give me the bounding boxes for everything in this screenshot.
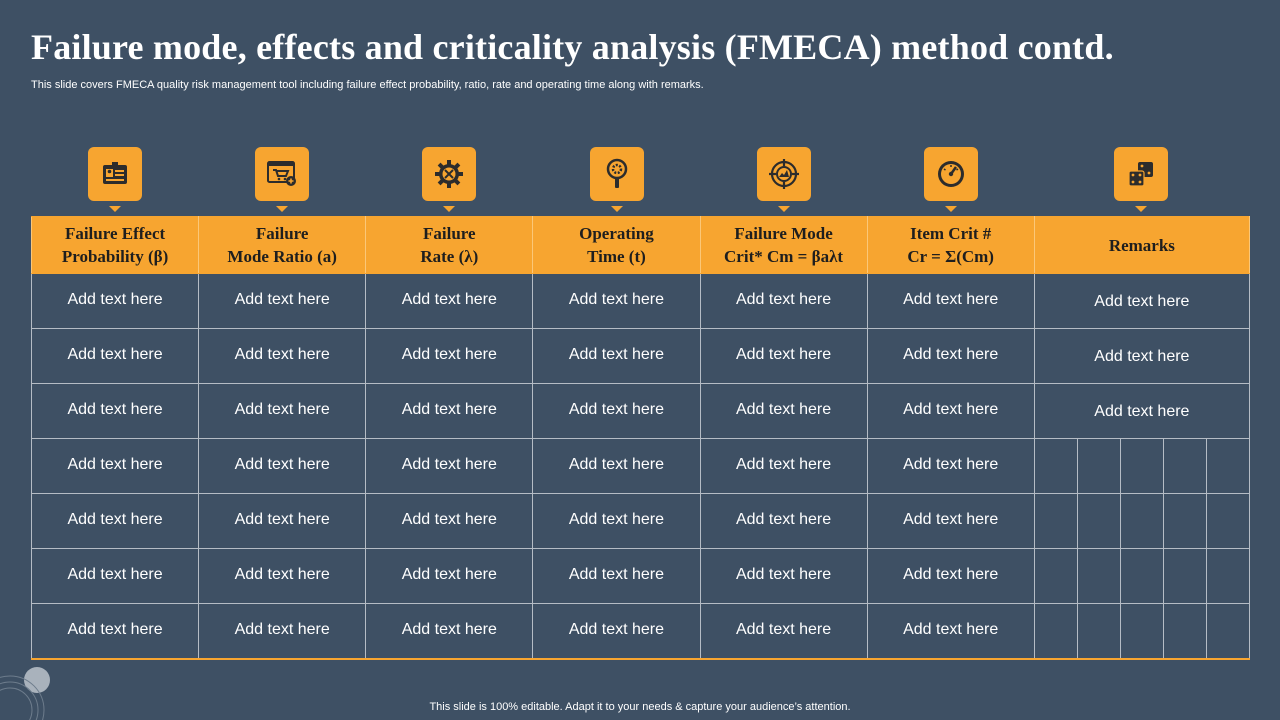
header-item-crit: Item Crit # Cr = Σ(Cm) xyxy=(866,216,1035,274)
table-cell: Add text here xyxy=(365,548,534,604)
table-row: Add text here Add text here Add text her… xyxy=(30,603,1251,660)
remarks-subcell xyxy=(1205,603,1251,660)
table-cell: Add text here xyxy=(699,548,868,604)
table-cell: Add text here xyxy=(699,493,868,549)
table-cell: Add text here xyxy=(365,603,534,660)
table-cell: Add text here xyxy=(198,603,367,660)
remarks-subcell xyxy=(1162,603,1207,660)
magnifier-gear-icon xyxy=(590,147,644,212)
table-cell: Add text here xyxy=(198,383,367,439)
table-row: Add text here Add text here Add text her… xyxy=(30,493,1251,549)
remarks-subcell xyxy=(1076,603,1121,660)
remarks-subcell xyxy=(1119,493,1164,549)
remarks-subcell xyxy=(1205,438,1251,494)
table-row: Add text here Add text here Add text her… xyxy=(30,328,1251,384)
header-failure-effect-probability: Failure Effect Probability (β) xyxy=(30,216,200,274)
table-cell: Add text here xyxy=(30,493,200,549)
page-title: Failure mode, effects and criticality an… xyxy=(31,27,1114,67)
table-cell: Add text here xyxy=(532,548,701,604)
table-cell: Add text here xyxy=(866,328,1035,384)
table-cell: Add text here xyxy=(866,438,1035,494)
target-crosshair-icon xyxy=(757,147,811,212)
remarks-subcell xyxy=(1076,493,1121,549)
remarks-subcell xyxy=(1162,438,1207,494)
remarks-subcell xyxy=(1076,438,1121,494)
table-cell: Add text here xyxy=(30,273,200,329)
remarks-cell: Add text here xyxy=(1033,273,1251,329)
page-subtitle: This slide covers FMECA quality risk man… xyxy=(31,79,704,91)
footer-note: This slide is 100% editable. Adapt it to… xyxy=(429,701,851,713)
remarks-subcell xyxy=(1205,548,1251,604)
table-cell: Add text here xyxy=(866,548,1035,604)
table-row: Add text here Add text here Add text her… xyxy=(30,273,1251,329)
table-cell: Add text here xyxy=(30,438,200,494)
table-cell: Add text here xyxy=(532,273,701,329)
table-cell: Add text here xyxy=(365,328,534,384)
table-row: Add text here Add text here Add text her… xyxy=(30,548,1251,604)
dice-icon xyxy=(1114,147,1168,212)
table-cell: Add text here xyxy=(365,383,534,439)
remarks-subcell xyxy=(1119,548,1164,604)
table-header-row: Failure Effect Probability (β) Failure Mod… xyxy=(30,216,1251,274)
table-row: Add text here Add text here Add text her… xyxy=(30,383,1251,439)
table-cell: Add text here xyxy=(198,273,367,329)
table-cell: Add text here xyxy=(699,273,868,329)
table-cell: Add text here xyxy=(866,383,1035,439)
table-row: Add text here Add text here Add text her… xyxy=(30,438,1251,494)
remarks-subcell xyxy=(1033,603,1078,660)
table-cell: Add text here xyxy=(532,328,701,384)
remarks-subcell xyxy=(1162,548,1207,604)
table-cell: Add text here xyxy=(532,493,701,549)
id-card-icon xyxy=(88,147,142,212)
header-failure-mode-crit: Failure Mode Crit* Cm = βaλt xyxy=(699,216,868,274)
header-operating-time: Operating Time (t) xyxy=(532,216,701,274)
table-cell: Add text here xyxy=(30,328,200,384)
table-cell: Add text here xyxy=(699,328,868,384)
table-cell: Add text here xyxy=(699,383,868,439)
table-cell: Add text here xyxy=(699,603,868,660)
remarks-subcell xyxy=(1119,603,1164,660)
table-cell: Add text here xyxy=(198,328,367,384)
table-cell: Add text here xyxy=(365,493,534,549)
table-cell: Add text here xyxy=(532,603,701,660)
header-remarks: Remarks xyxy=(1033,216,1251,274)
remarks-subcell xyxy=(1076,548,1121,604)
remarks-subcell xyxy=(1119,438,1164,494)
header-failure-rate: Failure Rate (λ) xyxy=(365,216,534,274)
remarks-subcell xyxy=(1205,493,1251,549)
fmeca-table: Failure Effect Probability (β) Failure Mod… xyxy=(30,216,1251,660)
gear-tools-icon xyxy=(422,147,476,212)
table-cell: Add text here xyxy=(365,273,534,329)
table-cell: Add text here xyxy=(365,438,534,494)
cart-screen-icon xyxy=(255,147,309,212)
table-cell: Add text here xyxy=(198,493,367,549)
decorative-circles-icon xyxy=(0,667,50,720)
table-cell: Add text here xyxy=(30,603,200,660)
table-cell: Add text here xyxy=(30,383,200,439)
table-cell: Add text here xyxy=(30,548,200,604)
remarks-cell: Add text here xyxy=(1033,383,1251,439)
remarks-subcell xyxy=(1033,493,1078,549)
table-cell: Add text here xyxy=(198,438,367,494)
remarks-subcell xyxy=(1033,438,1078,494)
table-cell: Add text here xyxy=(866,603,1035,660)
table-cell: Add text here xyxy=(198,548,367,604)
table-cell: Add text here xyxy=(532,383,701,439)
remarks-subcell xyxy=(1033,548,1078,604)
remarks-cell: Add text here xyxy=(1033,328,1251,384)
table-cell: Add text here xyxy=(532,438,701,494)
remarks-subcell xyxy=(1162,493,1207,549)
header-failure-mode-ratio: Failure Mode Ratio (a) xyxy=(198,216,367,274)
table-cell: Add text here xyxy=(866,273,1035,329)
table-cell: Add text here xyxy=(699,438,868,494)
gauge-icon xyxy=(924,147,978,212)
table-cell: Add text here xyxy=(866,493,1035,549)
